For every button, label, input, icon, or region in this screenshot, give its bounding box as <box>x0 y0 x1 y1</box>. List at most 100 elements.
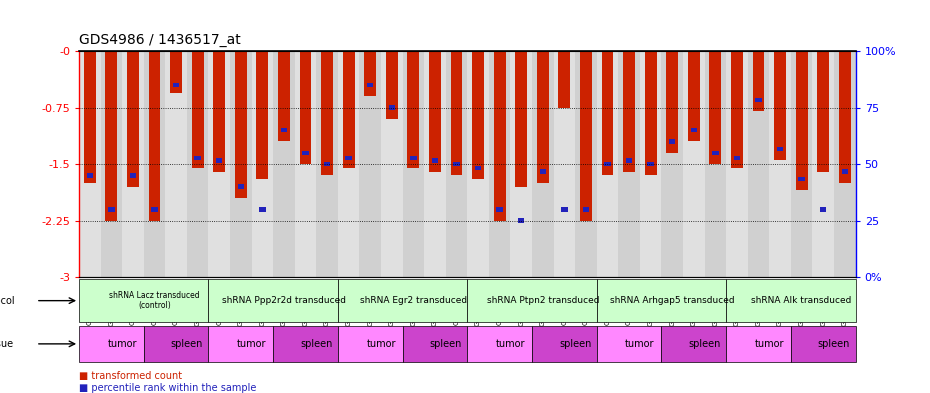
Bar <box>712 151 719 155</box>
Bar <box>583 207 590 211</box>
Bar <box>515 51 527 187</box>
Bar <box>561 207 567 211</box>
Bar <box>445 51 467 277</box>
Text: ■ transformed count: ■ transformed count <box>79 371 182 381</box>
Bar <box>302 151 309 155</box>
Bar <box>755 98 762 102</box>
Bar <box>602 51 614 175</box>
Bar <box>338 51 360 277</box>
Bar <box>489 51 511 277</box>
Text: spleen: spleen <box>817 339 850 349</box>
Bar <box>273 326 338 362</box>
Bar <box>790 326 856 362</box>
Bar <box>360 51 381 277</box>
Bar <box>122 51 144 277</box>
Text: shRNA Ptpn2 transduced: shRNA Ptpn2 transduced <box>486 296 599 305</box>
Bar <box>558 51 570 108</box>
Bar <box>647 162 654 166</box>
Bar <box>407 51 419 168</box>
Bar <box>820 207 827 211</box>
Text: shRNA Egr2 transduced: shRNA Egr2 transduced <box>360 296 467 305</box>
Bar <box>842 169 848 174</box>
Bar <box>127 51 139 187</box>
Bar <box>367 83 374 87</box>
Text: spleen: spleen <box>300 339 333 349</box>
Bar <box>152 207 158 211</box>
Bar <box>166 51 187 277</box>
Bar <box>553 51 575 277</box>
Bar <box>539 169 546 174</box>
Text: ■ percentile rank within the sample: ■ percentile rank within the sample <box>79 383 257 393</box>
Bar <box>580 51 591 220</box>
Bar <box>497 207 503 211</box>
Bar <box>726 326 790 362</box>
Text: protocol: protocol <box>0 296 14 306</box>
Bar <box>748 51 769 277</box>
Bar <box>640 51 661 277</box>
Text: spleen: spleen <box>559 339 591 349</box>
Bar <box>230 51 252 277</box>
Bar <box>451 51 462 175</box>
Text: shRNA Arhgap5 transduced: shRNA Arhgap5 transduced <box>610 296 735 305</box>
Bar <box>170 51 182 92</box>
Bar <box>257 51 269 179</box>
Bar <box>216 158 222 163</box>
Bar <box>108 207 114 211</box>
Text: spleen: spleen <box>688 339 721 349</box>
Bar <box>187 51 208 277</box>
Bar <box>100 51 122 277</box>
Text: tumor: tumor <box>366 339 396 349</box>
Bar <box>213 51 225 172</box>
Bar <box>796 51 807 191</box>
Bar <box>84 51 96 183</box>
Bar <box>799 177 804 182</box>
Text: spleen: spleen <box>171 339 203 349</box>
Bar <box>237 184 244 189</box>
Text: tumor: tumor <box>108 339 137 349</box>
Bar <box>817 51 830 172</box>
Bar <box>381 51 403 277</box>
Bar <box>834 51 856 277</box>
Bar <box>769 51 790 277</box>
Bar <box>597 279 726 322</box>
Text: tumor: tumor <box>625 339 655 349</box>
Bar <box>661 51 683 277</box>
Bar <box>278 51 290 141</box>
Bar <box>626 158 632 163</box>
Text: shRNA Lacz transduced
(control): shRNA Lacz transduced (control) <box>109 291 200 310</box>
Bar <box>537 51 549 183</box>
Bar <box>597 326 661 362</box>
Text: tumor: tumor <box>754 339 784 349</box>
Bar <box>669 139 675 144</box>
Bar <box>105 51 117 220</box>
Bar <box>144 326 208 362</box>
Bar <box>597 51 618 277</box>
Bar <box>338 279 467 322</box>
Bar <box>726 51 748 277</box>
Bar <box>281 128 287 132</box>
Bar <box>726 279 856 322</box>
Bar <box>790 51 813 277</box>
Bar <box>429 51 441 172</box>
Bar <box>410 156 417 160</box>
Bar <box>144 51 166 277</box>
Bar <box>194 156 201 160</box>
Bar <box>424 51 445 277</box>
Bar <box>752 51 764 111</box>
Bar <box>321 51 333 175</box>
Bar <box>661 326 726 362</box>
Bar <box>644 51 657 175</box>
Bar <box>453 162 459 166</box>
Text: spleen: spleen <box>430 339 462 349</box>
Bar <box>432 158 438 163</box>
Bar <box>365 51 377 96</box>
Bar <box>208 279 338 322</box>
Bar <box>86 173 93 178</box>
Bar <box>604 162 611 166</box>
Bar <box>208 51 230 277</box>
Bar <box>691 128 698 132</box>
Text: tumor: tumor <box>237 339 266 349</box>
Bar <box>273 51 295 277</box>
Bar <box>688 51 699 141</box>
Bar <box>149 51 161 220</box>
